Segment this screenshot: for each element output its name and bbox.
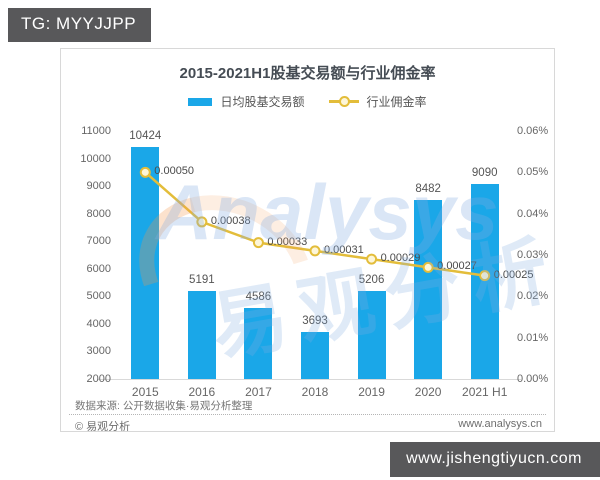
- y-axis-right-tick-label: 0.00%: [517, 373, 549, 385]
- x-axis-tick-label: 2021 H1: [462, 385, 508, 399]
- line-value-label: 0.00031: [324, 243, 364, 256]
- bar-value-label: 8482: [415, 183, 441, 196]
- legend-line-swatch-icon: [328, 96, 359, 107]
- x-axis-tick-label: 2016: [188, 385, 216, 399]
- legend-bar-swatch-icon: [188, 97, 213, 106]
- line-value-label: 0.00038: [210, 214, 251, 227]
- legend-line-marker-icon: [338, 96, 350, 107]
- bar-value-label: 4586: [245, 290, 272, 303]
- y-axis-right-tick-label: 0.01%: [517, 331, 549, 344]
- bar-value-label: 9090: [471, 166, 498, 179]
- bar: [470, 183, 499, 379]
- bar-value-label: 10424: [129, 129, 162, 142]
- x-axis-line: [97, 379, 521, 380]
- y-axis-left-tick-label: 4000: [86, 317, 111, 330]
- x-axis-tick-label: 2017: [245, 385, 272, 399]
- y-axis-right-tick-label: 0.05%: [517, 166, 549, 179]
- line-marker-icon: [479, 270, 491, 282]
- bar: [187, 291, 216, 379]
- line-path: [144, 171, 485, 277]
- bar: [357, 290, 386, 379]
- source-note: 数据来源: 公开数据收集·易观分析整理: [75, 400, 253, 412]
- y-axis-right-tick-label: 0.04%: [517, 207, 549, 220]
- x-axis-tick-label: 2018: [301, 385, 329, 399]
- bar-value-label: 3693: [302, 315, 328, 328]
- plot-area: 2000 3000 4000 5000 6000 7000 8000 9000 10000 110…: [61, 49, 554, 431]
- y-axis-left-tick-label: 8000: [86, 207, 111, 220]
- chart-card: Analysys 易观分析 2015-2021H1股基交易额与行业佣金率 日均股…: [60, 48, 555, 432]
- line-value-label: 0.00033: [267, 235, 308, 248]
- card-footer: © 易观分析 www.analysys.cn: [75, 418, 542, 432]
- y-axis-left-tick-label: 6000: [86, 262, 111, 275]
- line-marker-icon: [252, 237, 264, 249]
- line-marker-icon: [196, 216, 208, 228]
- x-axis-tick-label: 2019: [358, 385, 385, 399]
- commission-line-chart: [139, 166, 491, 282]
- top-left-banner-text: TG: MYYJJPP: [21, 14, 137, 33]
- top-left-banner: TG: MYYJJPP: [8, 8, 152, 42]
- y-axis-left-tick-label: 9000: [86, 180, 111, 193]
- bar-value-label: 5191: [189, 274, 215, 287]
- bottom-right-banner: www.jishengtiyucn.com: [390, 442, 600, 477]
- footer-copyright: © 易观分析: [75, 421, 131, 432]
- chart-title: 2015-2021H1股基交易额与行业佣金率: [179, 65, 436, 82]
- line-value-label: 0.00029: [380, 252, 421, 265]
- footer-url: www.analysys.cn: [458, 418, 542, 430]
- y-axis-left-tick-label: 10000: [80, 152, 111, 165]
- legend: 日均股基交易额 行业佣金率: [61, 93, 554, 110]
- line-value-label: 0.00025: [493, 268, 534, 281]
- y-axis-right-tick-label: 0.02%: [517, 290, 549, 303]
- y-axis-left-tick-label: 7000: [86, 235, 111, 248]
- x-axis-tick-label: 2015: [131, 385, 159, 399]
- line-marker-icon: [422, 261, 434, 273]
- bar: [131, 146, 160, 379]
- y-axis-left-tick-label: 11000: [81, 125, 111, 137]
- line-marker-icon: [139, 166, 151, 178]
- y-axis-right-tick-label: 0.03%: [517, 249, 549, 261]
- bottom-right-banner-text: www.jishengtiyucn.com: [406, 450, 582, 467]
- x-axis-tick-label: 2020: [414, 385, 442, 399]
- line-value-label: 0.00050: [154, 165, 195, 178]
- bar: [414, 200, 443, 379]
- legend-line-label: 行业佣金率: [366, 95, 427, 109]
- line-marker-icon: [309, 245, 321, 257]
- footer-divider: [69, 414, 546, 415]
- y-axis-right-tick-label: 0.06%: [517, 125, 549, 137]
- bar-value-label: 5206: [358, 273, 385, 286]
- bar: [301, 332, 329, 379]
- line-value-label: 0.00027: [437, 260, 477, 273]
- y-axis-left-tick-label: 5000: [86, 290, 111, 303]
- bar: [244, 307, 273, 379]
- line-marker-icon: [366, 253, 378, 265]
- y-axis-left-tick-label: 2000: [86, 373, 111, 385]
- legend-bar-label: 日均股基交易额: [220, 95, 305, 109]
- y-axis-left-tick-label: 3000: [86, 345, 111, 358]
